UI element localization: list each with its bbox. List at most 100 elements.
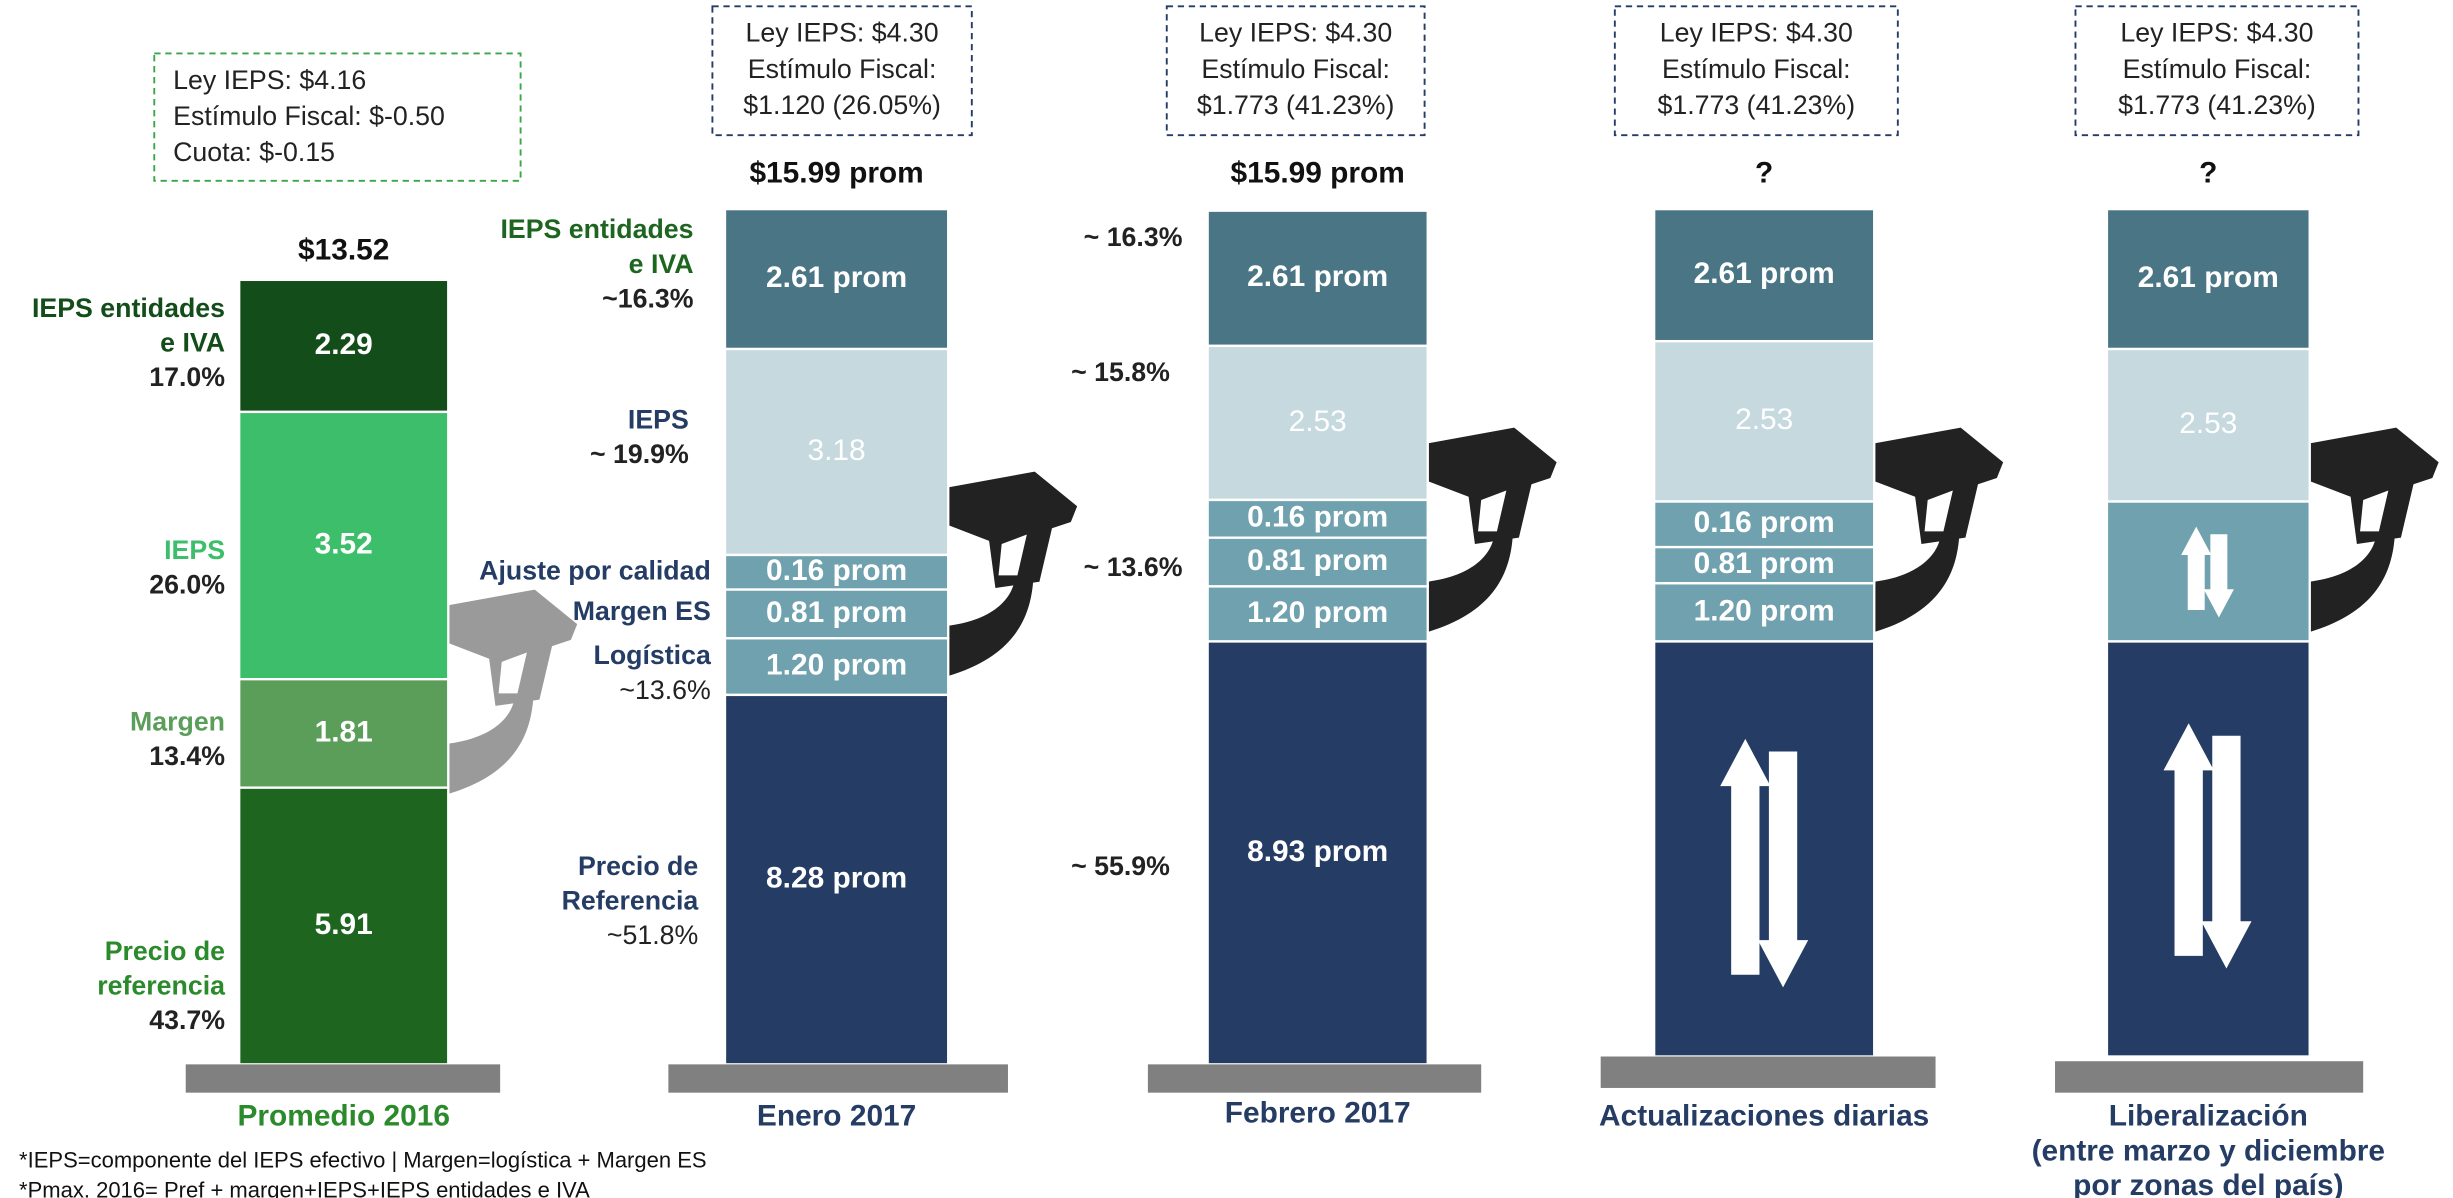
up-arrow [1720,738,1771,975]
component-name: IEPS entidades [32,293,225,323]
bar-segment [1652,640,1876,1058]
component-name: Margen ES [573,596,711,626]
segment-value: 1.20 prom [766,648,907,681]
up-arrow [2181,526,2212,611]
component-share: 43.7% [149,1005,225,1035]
info-line: Estímulo Fiscal: [2123,54,2312,84]
bar-segment [237,678,450,789]
down-arrow [2201,735,2252,969]
nozzle-body [948,471,1078,588]
component-name: Ajuste por calidad [479,555,711,585]
component-share: 13.4% [149,741,225,771]
nozzle-handle [498,652,527,694]
pump-nozzle [1874,427,2004,633]
info-line: Ley IEPS: $4.30 [2120,18,2313,48]
total-price: $15.99 prom [749,156,923,189]
down-arrow [1757,751,1809,988]
component-name: Margen [130,706,225,736]
segment-value: 1.20 prom [1247,596,1388,629]
nozzle-hose [448,699,534,794]
segment-value: 8.93 prom [1247,835,1388,868]
info-box [2074,5,2360,137]
info-box [1165,5,1426,137]
nozzle-handle [2360,490,2389,532]
component-name: Referencia [562,885,700,915]
info-line: Estímulo Fiscal: $-0.50 [173,101,445,131]
column-title: por zonas del país) [2073,1169,2343,1198]
pump-base [2055,1061,2364,1093]
nozzle-handle [1478,490,1507,532]
column-title: Liberalización [2109,1100,2308,1133]
info-line: Estímulo Fiscal: [1201,54,1390,84]
nozzle-body [2309,427,2439,544]
segment-value: 0.16 prom [1247,501,1388,534]
bar-segment [1652,582,1876,643]
segment-value: 2.61 prom [1694,257,1835,290]
bar-segment [237,278,450,414]
bar-segment [2105,207,2311,351]
component-share: ~13.6% [619,675,710,705]
nozzle-hose [1427,537,1513,633]
pump-nozzle [1427,427,1557,633]
info-box [711,5,973,137]
bar-segment [1652,207,1876,343]
up-down-arrows [2181,526,2234,618]
up-down-arrows [2163,723,2252,969]
segment-value: 0.81 prom [766,596,907,629]
bar-segment [1652,500,1876,549]
pump-nozzle [2309,427,2439,633]
bar-segment [723,637,950,697]
segment-value: 2.61 prom [1247,260,1388,293]
nozzle-body [1874,427,2004,544]
component-name: e IVA [160,327,225,357]
component-share: ~ 15.8% [1071,357,1170,387]
component-share: ~ 13.6% [1084,552,1183,582]
up-down-arrows [1720,738,1809,988]
info-line: $1.773 (41.23%) [2118,90,2316,120]
component-name: e IVA [629,249,694,279]
component-name: Precio de [578,851,698,881]
component-share: ~16.3% [602,283,694,313]
segment-value: 2.29 [315,328,373,361]
total-price: $13.52 [298,233,389,266]
info-line: $1.773 (41.23%) [1658,90,1856,120]
segment-value: 1.20 prom [1694,594,1835,627]
pump-nozzle [948,471,1078,677]
info-line: Estímulo Fiscal: [1662,54,1851,84]
column-title: Promedio 2016 [238,1100,450,1133]
info-box [153,52,522,182]
bar-segment [1206,209,1429,348]
component-name: IEPS [164,535,225,565]
info-line: Ley IEPS: $4.30 [1199,18,1392,48]
bar-segment [1206,536,1429,588]
info-line: $1.773 (41.23%) [1197,90,1395,120]
pump-nozzle [448,589,578,794]
bar-segment [237,786,450,1066]
bar-segment [237,410,450,681]
segment-value: 2.61 prom [766,261,907,294]
segment-value: 0.81 prom [1247,544,1388,577]
nozzle-handle [998,534,1027,576]
up-arrow [2163,723,2214,956]
component-name: referencia [97,970,226,1000]
segment-value: 0.16 prom [766,554,907,587]
component-share: ~ 16.3% [1084,222,1183,252]
segment-value: 0.81 prom [1694,547,1835,580]
component-share: 17.0% [149,362,225,392]
pump-base [668,1064,1008,1093]
segment-value: 2.53 [2179,407,2237,440]
info-box [1613,5,1899,137]
total-price: $15.99 prom [1231,156,1405,189]
bar-segment [723,347,950,557]
total-price: ? [2199,156,2217,189]
segment-value: 8.28 prom [766,862,907,895]
segment-value: 2.53 [1735,403,1793,436]
nozzle-hose [2309,537,2395,633]
segment-value: 2.53 [1289,405,1347,438]
info-line: Ley IEPS: $4.30 [1660,18,1853,48]
nozzle-body [1427,427,1557,544]
pump-base [1600,1056,1936,1088]
bar-segment [2105,347,2311,503]
